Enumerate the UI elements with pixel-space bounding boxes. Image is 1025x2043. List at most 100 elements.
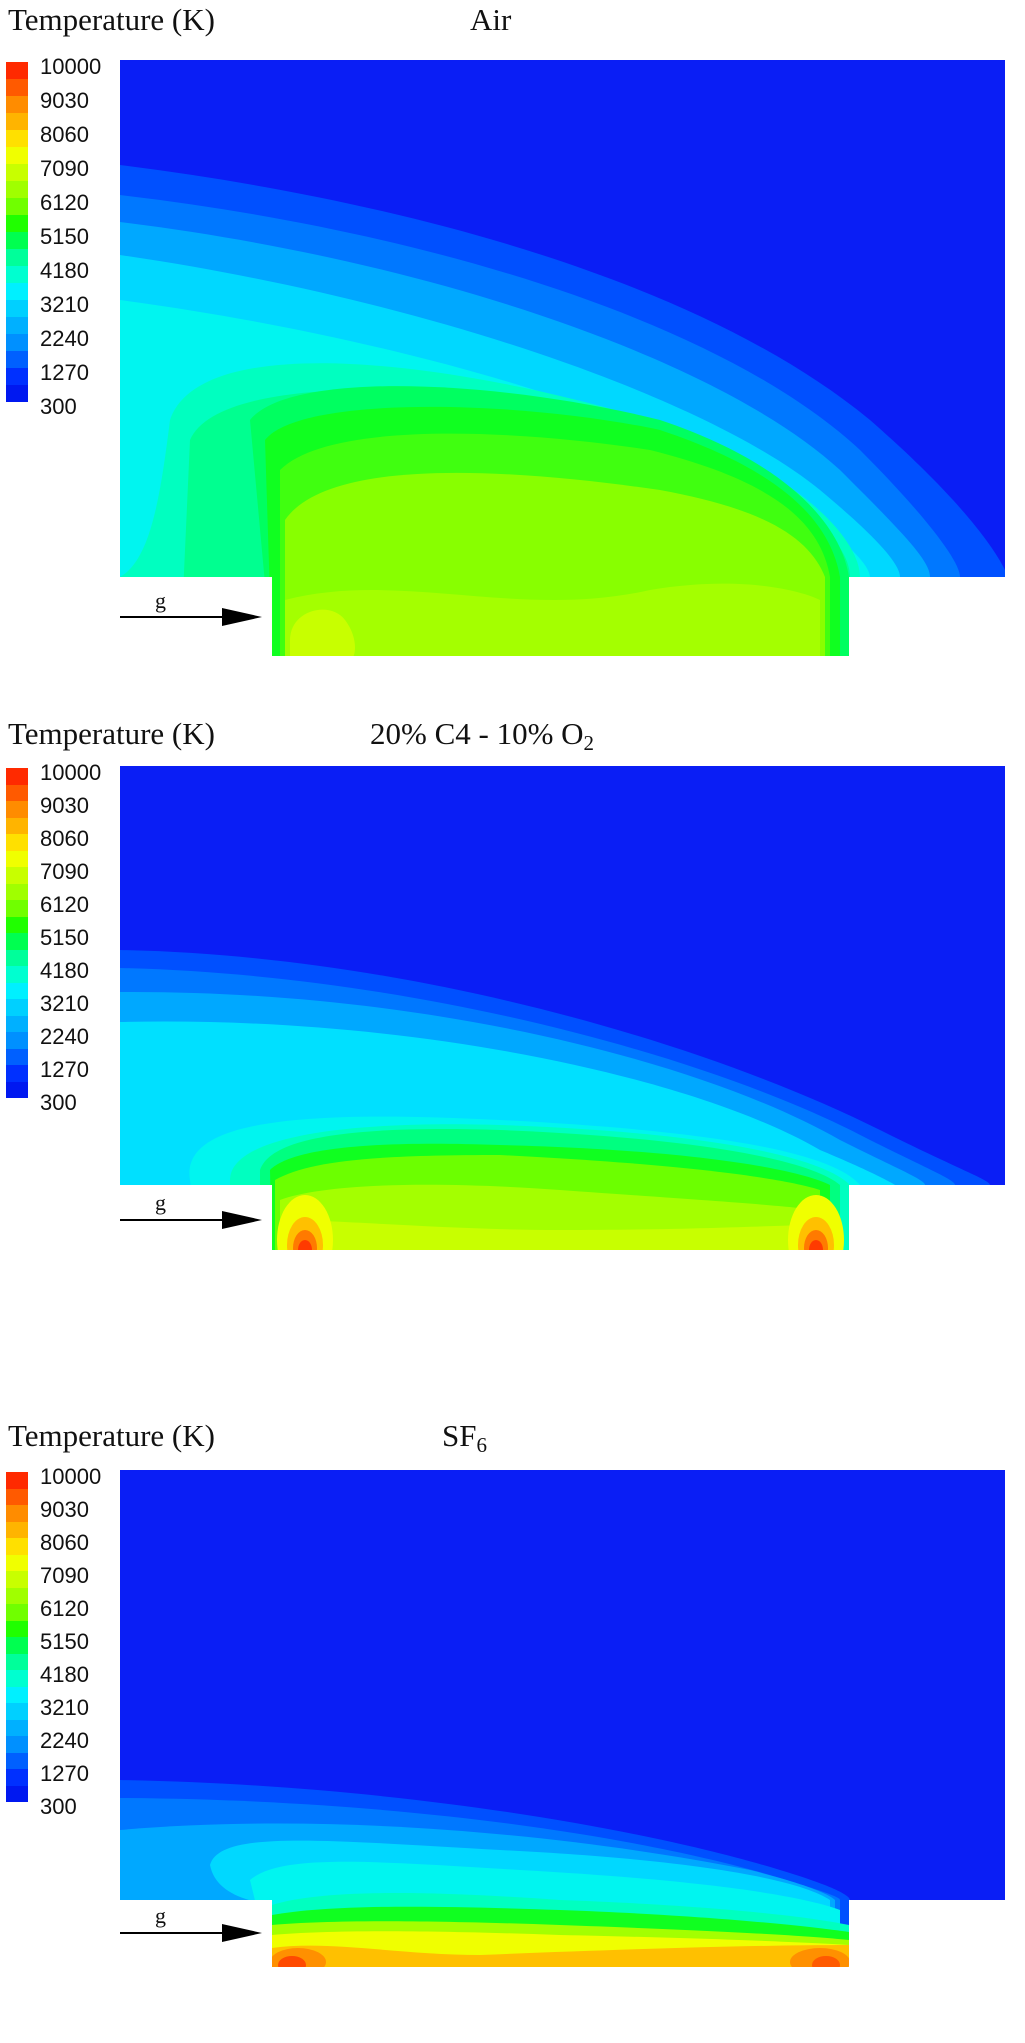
colorbar-tick-label: 7090 [40,1563,89,1588]
colorbar-segment [6,834,28,851]
svg-text:g: g [155,1190,166,1215]
colorbar-segment [6,385,28,402]
colorbar-segment [6,113,28,130]
colorbar-tick-label: 3210 [40,292,89,317]
colorbar-segment [6,181,28,198]
colorbar-segment [6,949,28,966]
colorbar-segment [6,1769,28,1786]
colorbar-segment [6,1521,28,1538]
colorbar-tick-label: 8060 [40,826,89,851]
colorbar-tick-label: 2240 [40,1728,89,1753]
colorbar-tick-label: 6120 [40,190,89,215]
panel-sf6: Temperature (K) SF6 10000 9030 8060 7090 612… [0,1400,1025,2043]
panel-title: 20% C4 - 10% O2 [370,716,595,755]
colorbar-tick-label: 2240 [40,1024,89,1049]
colorbar-segment [6,982,28,999]
colorbar-segment [6,215,28,232]
colorbar-segment [6,867,28,884]
colorbar-segment [6,62,28,79]
colorbar-segment [6,801,28,818]
colorbar-segment [6,1505,28,1522]
colorbar [6,62,28,402]
colorbar-segment [6,334,28,351]
panel-c4-o2: Temperature (K) 20% C4 - 10% O2 10000 903… [0,700,1025,1400]
colorbar-segment [6,966,28,983]
colorbar-segment [6,164,28,181]
colorbar-segment [6,368,28,385]
colorbar-tick-label: 7090 [40,859,89,884]
colorbar-tick-label: 3210 [40,991,89,1016]
colorbar-tick-label: 9030 [40,1497,89,1522]
colorbar-segment [6,1785,28,1802]
colorbar-tick-label: 1270 [40,360,89,385]
temperature-contour-air: g [120,60,1005,656]
svg-text:g: g [155,588,166,613]
colorbar-segment [6,249,28,266]
colorbar-tick-label: 4180 [40,958,89,983]
colorbar-segment [6,1065,28,1082]
temperature-contour-c4-o2: g [120,766,1005,1250]
colorbar-segment [6,1571,28,1588]
temperature-contour-sf6: g [120,1470,1005,1967]
colorbar-tick-label: 5150 [40,925,89,950]
colorbar-tick-label: 3210 [40,1695,89,1720]
colorbar-segment [6,283,28,300]
colorbar-tick-label: 4180 [40,1662,89,1687]
colorbar-segment [6,817,28,834]
colorbar-tick-label: 1270 [40,1761,89,1786]
colorbar-segment [6,1620,28,1637]
colorbar-segment [6,147,28,164]
colorbar-segment [6,1637,28,1654]
colorbar-segment [6,1719,28,1736]
colorbar-segment [6,1736,28,1753]
panel-title: SF6 [442,1418,487,1457]
colorbar-tick-label: 9030 [40,88,89,113]
colorbar-tick-label: 5150 [40,1629,89,1654]
colorbar-tick-label: 10000 [40,760,102,785]
colorbar-segment [6,300,28,317]
colorbar-segment [6,1538,28,1555]
colorbar-tick-label: 7090 [40,156,89,181]
colorbar-tick-label: 300 [40,1090,77,1115]
colorbar [6,1472,28,1802]
colorbar-tick-label: 300 [40,394,77,419]
panel-air: Temperature (K) Air 10000 9030 8060 7090 612… [0,0,1025,700]
colorbar-tick-label: 10000 [40,1464,102,1489]
colorbar-tick-label: 2240 [40,326,89,351]
colorbar-title: Temperature (K) [8,2,215,37]
colorbar-tick-label: 9030 [40,793,89,818]
colorbar-segment [6,1686,28,1703]
colorbar-segment [6,850,28,867]
colorbar-segment [6,1670,28,1687]
colorbar-segment [6,79,28,96]
colorbar [6,768,28,1098]
colorbar-segment [6,933,28,950]
colorbar-title: Temperature (K) [8,716,215,751]
colorbar-tick-label: 4180 [40,258,89,283]
panel-title: Air [470,2,512,37]
colorbar-tick-label: 300 [40,1794,77,1819]
colorbar-segment [6,1032,28,1049]
colorbar-tick-label: 6120 [40,1596,89,1621]
colorbar-segment [6,883,28,900]
colorbar-segment [6,999,28,1016]
colorbar-segment [6,1587,28,1604]
colorbar-tick-label: 5150 [40,224,89,249]
colorbar-segment [6,198,28,215]
colorbar-tick-label: 8060 [40,122,89,147]
colorbar-segment [6,1488,28,1505]
colorbar-tick-label: 10000 [40,54,102,79]
colorbar-segment [6,232,28,249]
colorbar-segment [6,1752,28,1769]
colorbar-segment [6,351,28,368]
colorbar-segment [6,266,28,283]
colorbar-segment [6,1653,28,1670]
colorbar-segment [6,317,28,334]
svg-text:g: g [155,1903,166,1928]
colorbar-tick-label: 1270 [40,1057,89,1082]
colorbar-segment [6,768,28,785]
colorbar-segment [6,784,28,801]
colorbar-tick-label: 8060 [40,1530,89,1555]
colorbar-segment [6,1472,28,1489]
colorbar-segment [6,96,28,113]
